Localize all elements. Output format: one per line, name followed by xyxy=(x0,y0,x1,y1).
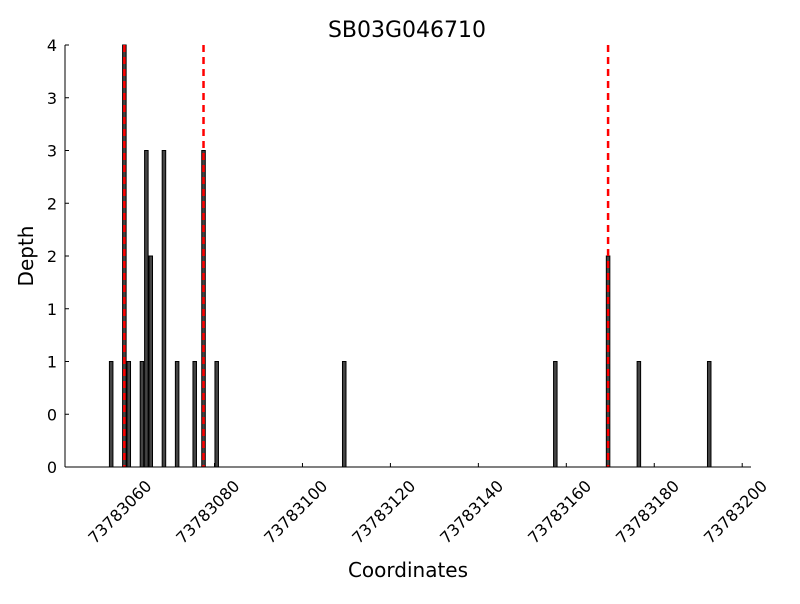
y-tick-label: 4 xyxy=(47,36,57,55)
x-tick-label: 73783140 xyxy=(436,476,507,547)
bar xyxy=(148,255,154,468)
axes xyxy=(64,45,751,468)
bar xyxy=(161,150,167,468)
x-tick-label: 73783180 xyxy=(612,476,683,547)
x-tick-label: 73783060 xyxy=(84,476,155,547)
bars xyxy=(108,44,712,468)
x-tick-label: 73783160 xyxy=(524,476,595,547)
bar xyxy=(174,361,180,468)
x-tick-label: 73783120 xyxy=(348,476,419,547)
bar xyxy=(214,361,219,468)
bar xyxy=(636,361,642,468)
bar xyxy=(139,361,145,468)
marker-lines xyxy=(123,45,610,467)
y-tick-label: 3 xyxy=(47,89,57,108)
bar xyxy=(192,361,197,468)
bar xyxy=(553,361,558,468)
bar xyxy=(706,361,712,468)
bar xyxy=(144,150,149,468)
x-axis-ticks: 73783060 73783080 73783100 73783120 73783140… xyxy=(84,463,771,547)
y-tick-label: 2 xyxy=(47,194,57,213)
chart-title: SB03G046710 xyxy=(328,18,486,43)
bar xyxy=(341,361,347,468)
y-tick-label: 0 xyxy=(47,405,57,424)
y-axis-label: Depth xyxy=(14,226,38,287)
x-tick-label: 73783200 xyxy=(700,476,771,547)
x-axis-label: Coordinates xyxy=(348,558,468,582)
x-tick-label: 73783080 xyxy=(172,476,243,547)
y-axis-ticks: 0 0 1 1 2 2 3 3 4 xyxy=(47,36,69,477)
y-tick-label: 1 xyxy=(47,300,57,319)
y-tick-label: 1 xyxy=(47,353,57,372)
y-tick-label: 2 xyxy=(47,247,57,266)
x-tick-label: 73783100 xyxy=(260,476,331,547)
y-tick-label: 0 xyxy=(47,458,57,477)
bar xyxy=(108,361,114,468)
bar xyxy=(126,361,132,468)
y-tick-label: 3 xyxy=(47,142,57,161)
